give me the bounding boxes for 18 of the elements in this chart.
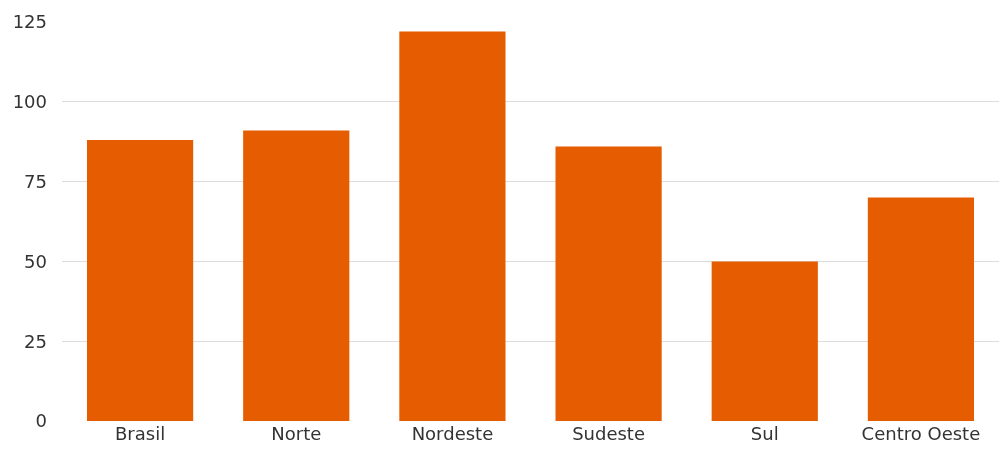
y-tick-label: 100	[12, 91, 47, 113]
x-tick-label: Sudeste	[572, 423, 645, 444]
y-tick-label: 25	[24, 330, 47, 352]
y-tick-label: 50	[24, 250, 47, 272]
x-tick-label: Sul	[750, 423, 779, 444]
x-tick-label: Centro Oeste	[861, 423, 981, 444]
bar	[86, 140, 194, 421]
y-tick-label: 0	[35, 410, 47, 432]
y-tick-label: 125	[12, 11, 47, 33]
y-tick-label: 75	[24, 170, 47, 192]
x-tick-label: Nordeste	[411, 423, 494, 444]
x-tick-label: Norte	[271, 423, 322, 444]
bar	[711, 261, 818, 421]
x-tick-label: Brasil	[114, 423, 166, 444]
bar	[867, 197, 975, 421]
bar	[555, 146, 662, 421]
bar	[399, 31, 506, 421]
bar	[243, 130, 350, 421]
